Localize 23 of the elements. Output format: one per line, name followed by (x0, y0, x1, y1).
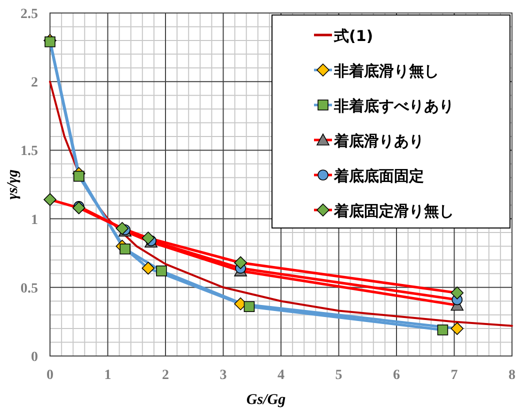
x-tick-label: 4 (278, 368, 284, 383)
y-tick-label: 2.5 (20, 7, 38, 22)
y-tick-label: 1 (31, 212, 38, 228)
x-tick-label: 0 (46, 368, 54, 383)
x-axis-title: Gs/Gg (246, 392, 286, 408)
legend-label: 式(1) (333, 27, 374, 45)
legend-label: 着底固定滑り無し (333, 202, 454, 220)
legend-label: 非着底すべりあり (333, 97, 454, 115)
y-tick-label: 0 (31, 350, 38, 365)
y-axis-title: γs/γg (5, 169, 21, 200)
legend-label: 着底底面固定 (333, 167, 424, 185)
legend-label: 非着底滑り無し (333, 62, 439, 80)
x-tick-label: 7 (450, 368, 458, 383)
y-tick-label: 2 (31, 76, 38, 91)
x-tick-label: 6 (393, 368, 400, 383)
x-tick-label: 5 (335, 368, 342, 383)
y-tick-label: 1.5 (20, 144, 38, 160)
y-tick-label: 0.5 (20, 281, 38, 296)
x-tick-label: 8 (508, 368, 516, 383)
x-tick-label: 1 (104, 368, 112, 383)
legend-label: 着底滑りあり (333, 132, 424, 150)
x-tick-label: 2 (162, 368, 169, 383)
x-tick-label: 3 (220, 368, 227, 383)
